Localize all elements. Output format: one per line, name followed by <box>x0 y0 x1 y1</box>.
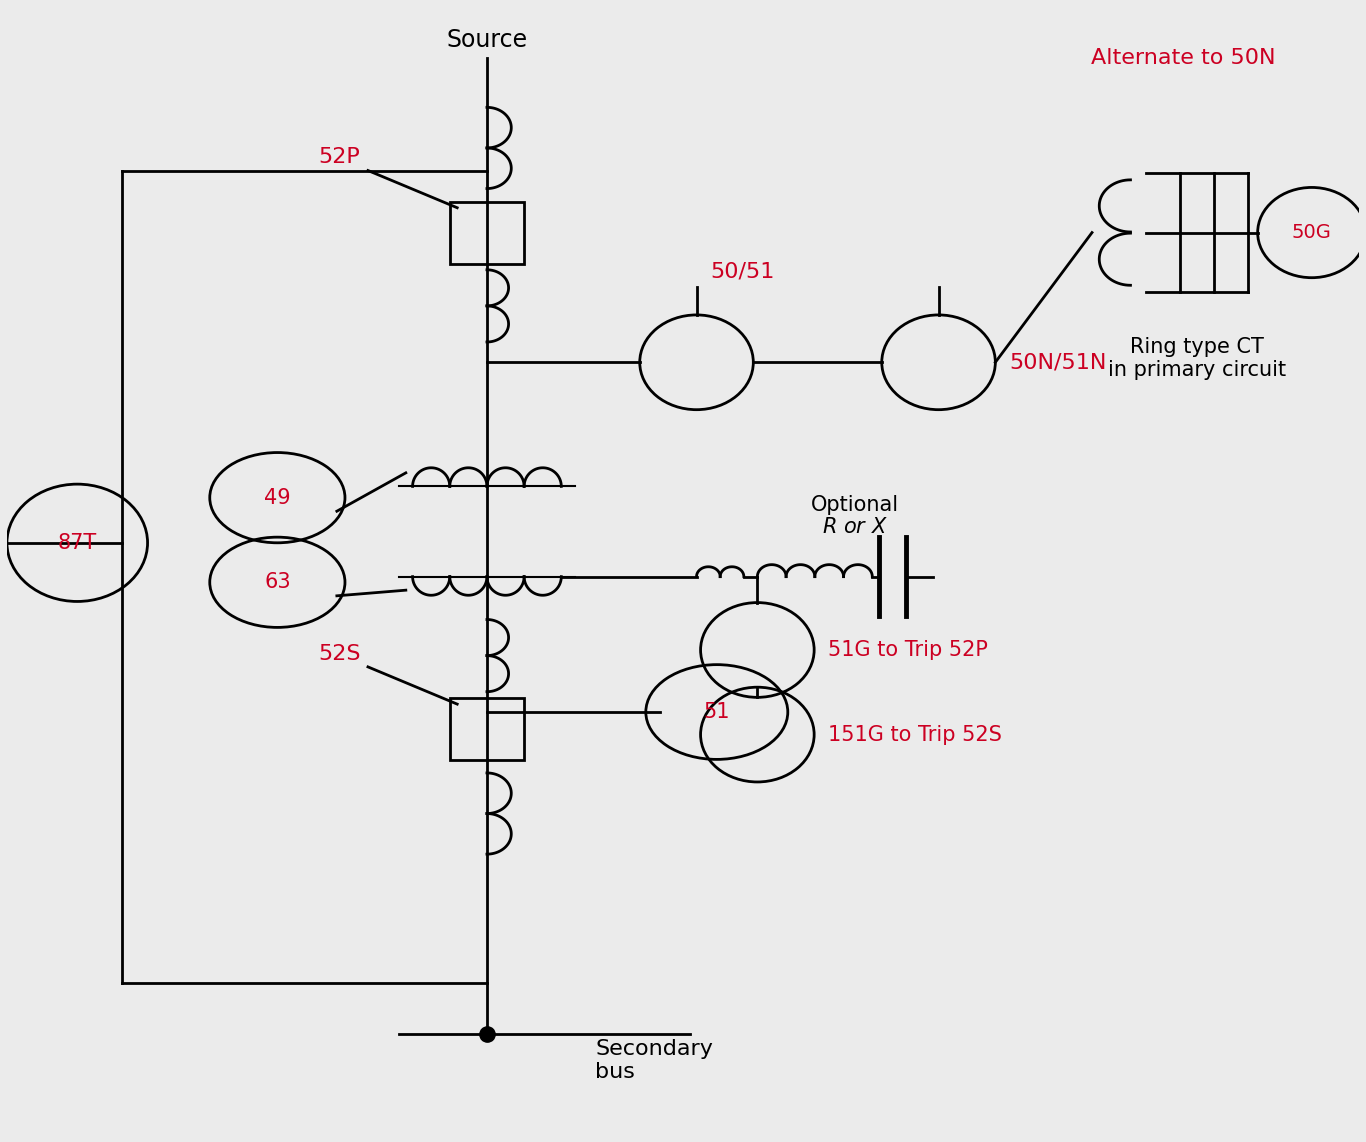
Text: 50G: 50G <box>1292 223 1332 242</box>
Text: Alternate to 50N: Alternate to 50N <box>1091 48 1276 67</box>
Text: Source: Source <box>447 29 527 53</box>
Text: 51: 51 <box>703 702 729 722</box>
Text: 50N/51N: 50N/51N <box>1009 352 1106 372</box>
Text: 151G to Trip 52S: 151G to Trip 52S <box>828 724 1001 745</box>
Bar <box>449 698 525 759</box>
Text: 52S: 52S <box>318 644 361 664</box>
Text: Optional: Optional <box>811 494 899 515</box>
Text: 49: 49 <box>264 488 291 508</box>
Text: 63: 63 <box>264 572 291 593</box>
Text: Ring type CT
in primary circuit: Ring type CT in primary circuit <box>1108 337 1285 380</box>
Text: 52P: 52P <box>318 147 361 168</box>
Text: 50/51: 50/51 <box>710 262 775 281</box>
Text: 51G to Trip 52P: 51G to Trip 52P <box>828 640 988 660</box>
Text: $R$ or $X$: $R$ or $X$ <box>822 517 888 537</box>
Bar <box>449 201 525 264</box>
Text: Secondary
bus: Secondary bus <box>596 1039 713 1083</box>
Text: 87T: 87T <box>57 533 97 553</box>
